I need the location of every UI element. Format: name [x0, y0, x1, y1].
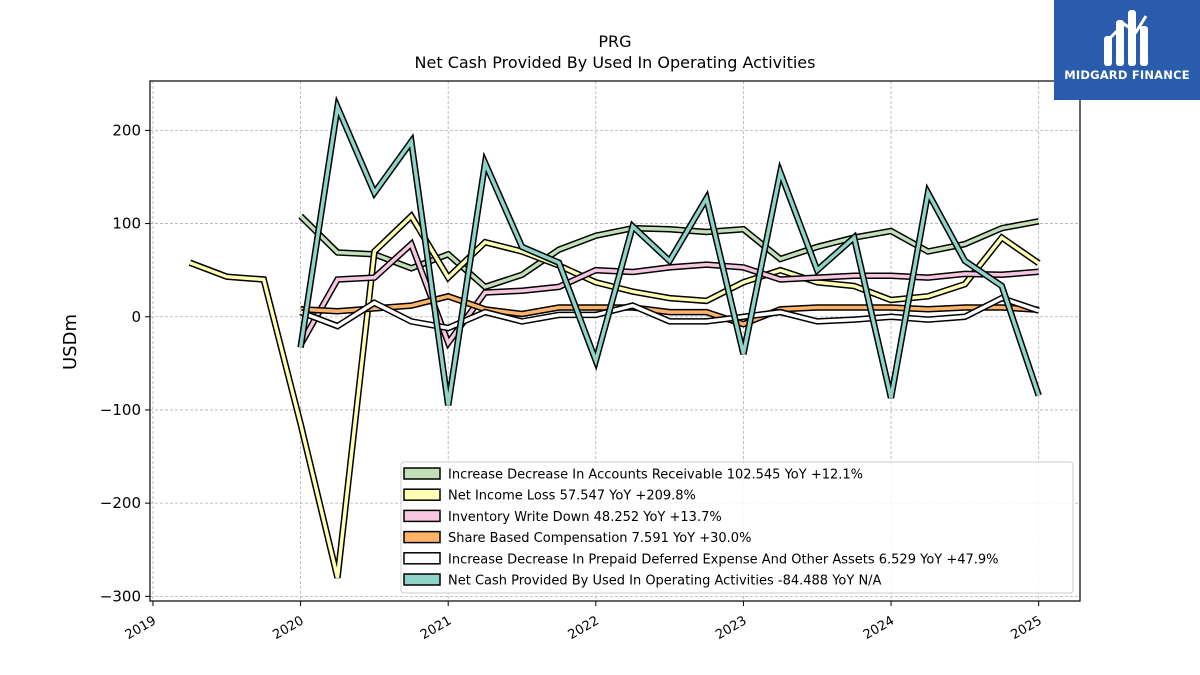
plot-frame [149, 80, 1081, 602]
y-tick-label: 100 [112, 215, 141, 233]
x-tick-label: 2024 [861, 613, 897, 643]
series-lines [188, 95, 1042, 579]
brand-name: MIDGARD FINANCE [1064, 68, 1190, 82]
series-line-stroke [299, 296, 1040, 330]
legend-swatch [403, 530, 441, 544]
x-tick-label: 2025 [1009, 613, 1045, 643]
legend-box [400, 461, 1074, 594]
x-tick-label: 2020 [270, 613, 306, 643]
chart-title: PRG [598, 32, 631, 51]
y-tick-label: −200 [100, 494, 141, 512]
legend-label: Increase Decrease In Prepaid Deferred Ex… [448, 552, 999, 567]
legend-swatch [403, 488, 441, 501]
legend-swatch [403, 573, 441, 586]
y-tick-label: −100 [100, 401, 141, 419]
y-tick-label: 200 [112, 121, 141, 139]
series-line [300, 292, 1039, 328]
series-line-stroke [300, 294, 1039, 327]
legend-label: Net Cash Provided By Used In Operating A… [448, 574, 882, 589]
legend-label: Share Based Compensation 7.591 YoY +30.0… [448, 531, 751, 546]
x-tick-label: 2022 [566, 613, 602, 643]
x-tick-label: 2021 [418, 613, 454, 643]
midgard-finance-logo: MIDGARD FINANCE [1054, 0, 1200, 100]
midgard-finance-logo-icon [1104, 10, 1148, 66]
series-line-stroke [298, 100, 1041, 406]
chart-subtitle: Net Cash Provided By Used In Operating A… [415, 53, 816, 72]
legend-label: Net Income Loss 57.547 YoY +209.8% [448, 489, 696, 504]
x-tick-label: 2023 [713, 613, 749, 643]
y-axis-label: USDm [60, 314, 81, 370]
series-line [297, 95, 1042, 406]
legend-swatch [403, 467, 441, 480]
legend: Increase Decrease In Accounts Receivable… [400, 461, 1074, 594]
x-tick-label: 2019 [123, 613, 159, 643]
legend-swatch [403, 509, 441, 523]
y-tick-label: 0 [131, 308, 141, 326]
legend-label: Increase Decrease In Accounts Receivable… [448, 468, 863, 483]
legend-label: Inventory Write Down 48.252 YoY +13.7% [448, 510, 722, 525]
legend-swatch [403, 552, 441, 565]
series-line [299, 294, 1040, 332]
y-tick-label: −300 [100, 587, 141, 605]
